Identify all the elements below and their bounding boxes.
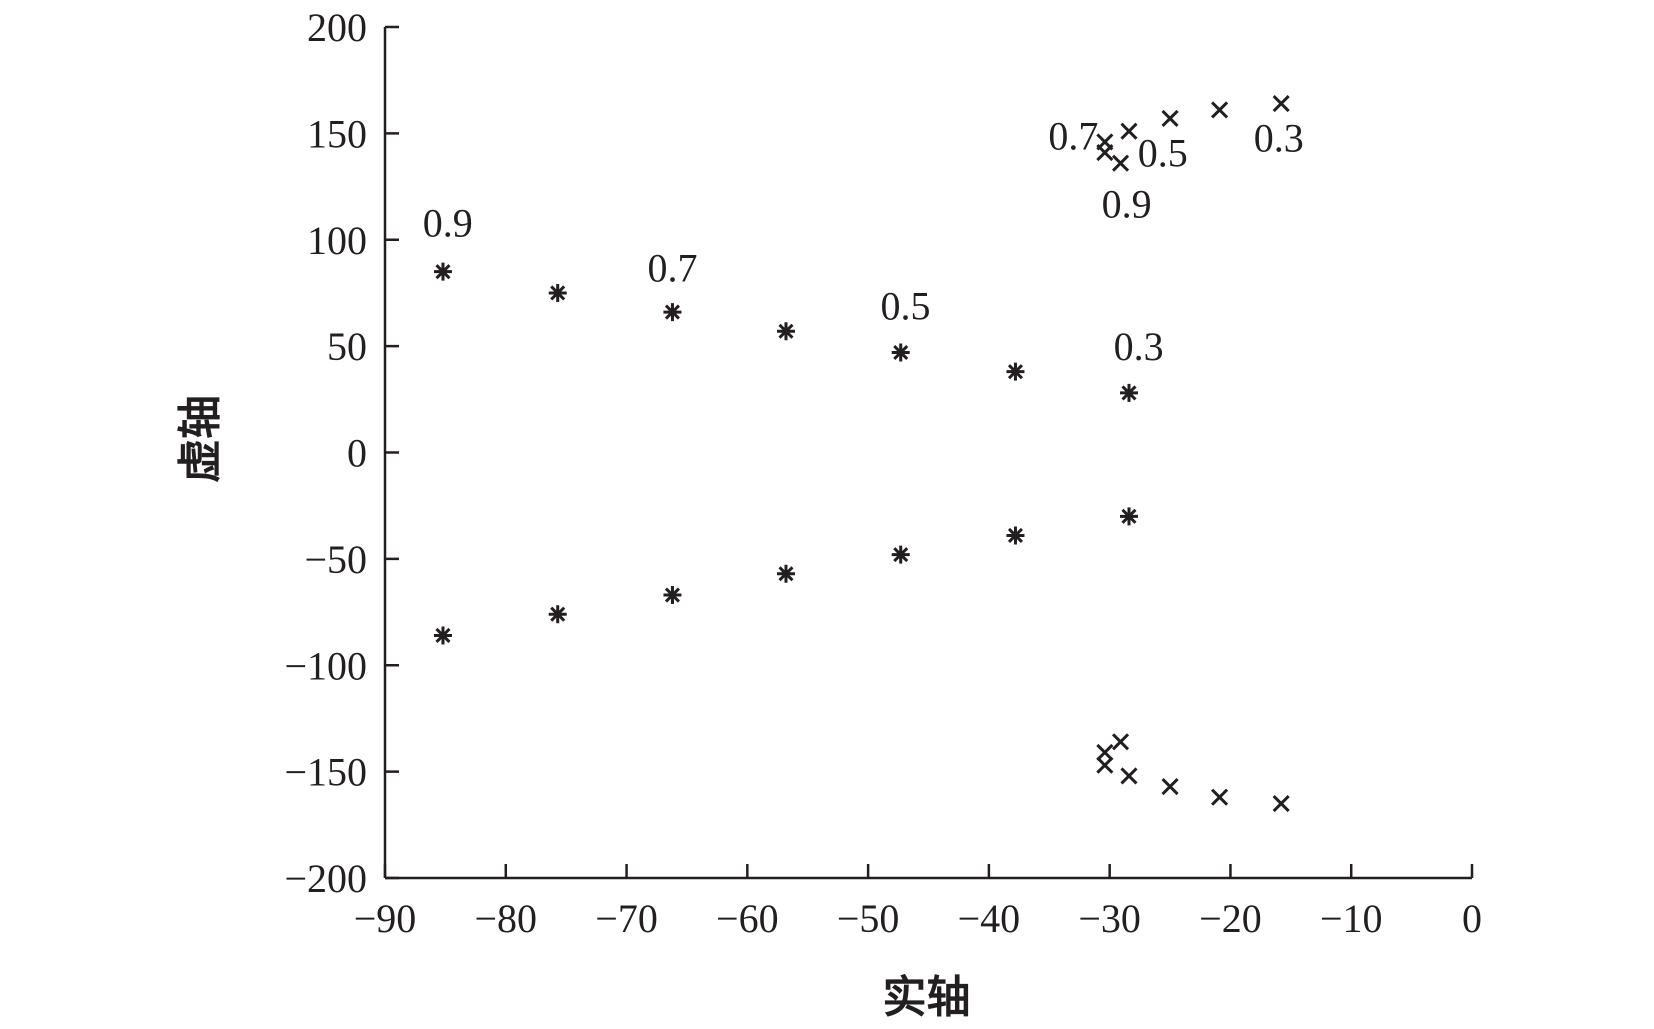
y-tick-label: −50: [304, 537, 367, 582]
point-annotation: 0.3: [1114, 324, 1164, 369]
point-annotation: 0.3: [1254, 116, 1304, 161]
x-tick-label: −60: [716, 896, 779, 941]
x-tick-label: −50: [837, 896, 900, 941]
x-ticks: −90 −80 −70 −60 −50 −40 −30 −20 −10 0: [354, 864, 1482, 941]
cross-point: [1096, 743, 1114, 762]
asterisk-point: [1119, 383, 1138, 402]
cross-point: [1272, 95, 1290, 113]
y-tick-label: 150: [307, 111, 367, 156]
cross-point: [1120, 122, 1138, 140]
point-annotation: 0.7: [1048, 114, 1098, 159]
cross-point: [1161, 109, 1179, 128]
asterisk-point: [1006, 526, 1025, 545]
asterisk-point: [776, 564, 795, 583]
cross-point: [1120, 767, 1138, 785]
asterisk-point: [1119, 507, 1138, 526]
asterisk-point: [776, 322, 795, 341]
cross-point: [1272, 794, 1290, 813]
axes: [383, 27, 1472, 880]
asterisk-point: [433, 262, 452, 281]
asterisk-point: [891, 343, 910, 362]
asterisk-point: [433, 626, 452, 645]
x-tick-label: −40: [958, 896, 1021, 941]
y-tick-label: 100: [307, 218, 367, 263]
x-tick-label: −70: [595, 896, 658, 941]
point-annotation: 0.7: [647, 245, 697, 290]
point-annotation: 0.5: [881, 284, 931, 329]
y-tick-label: 0: [347, 431, 367, 476]
x-tick-label: −30: [1078, 896, 1141, 941]
x-tick-label: −80: [474, 896, 537, 941]
y-ticks: 200 150 100 50 0 −50 −100 −150 −200: [284, 5, 399, 901]
y-tick-label: −200: [284, 856, 367, 901]
asterisk-point: [663, 586, 682, 605]
asterisk-point: [663, 303, 682, 322]
data-marks: [433, 95, 1290, 813]
cross-point: [1111, 154, 1130, 172]
x-tick-label: −10: [1320, 896, 1383, 941]
asterisk-point: [548, 283, 567, 302]
y-tick-label: 200: [307, 5, 367, 50]
y-tick-label: −150: [284, 750, 367, 795]
cross-point: [1161, 777, 1179, 796]
asterisk-point: [1006, 362, 1025, 381]
point-annotation: 0.9: [423, 201, 473, 246]
annotations: 0.90.70.50.30.7 0.5 0.30.9: [423, 114, 1304, 370]
cross-point: [1111, 733, 1130, 751]
point-annotation: 0.5: [1138, 131, 1188, 176]
y-tick-label: 50: [327, 324, 367, 369]
cross-point: [1211, 788, 1229, 806]
x-tick-label: −90: [354, 896, 417, 941]
cross-point: [1096, 756, 1114, 774]
asterisk-point: [548, 605, 567, 624]
x-tick-label: −20: [1199, 896, 1262, 941]
point-annotation: 0.9: [1102, 182, 1152, 227]
cross-point: [1211, 101, 1229, 119]
x-axis-title: 实轴: [883, 972, 971, 1023]
x-tick-label: 0: [1462, 896, 1482, 941]
cross-point: [1096, 143, 1114, 162]
y-axis-title: 虚轴: [175, 395, 226, 483]
y-tick-label: −100: [284, 643, 367, 688]
asterisk-point: [891, 545, 910, 564]
